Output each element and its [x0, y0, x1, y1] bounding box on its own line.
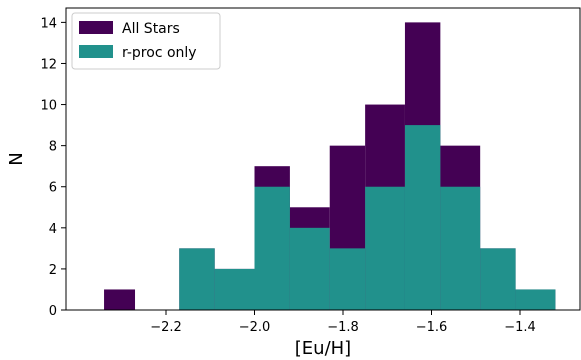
legend: All Stars r-proc only	[71, 12, 221, 70]
y-axis-ticks: 0 2 4 6 8 10 12 14	[40, 16, 66, 319]
x-tick-label: −2.0	[239, 320, 271, 335]
bar-r-proc-only-6	[329, 248, 366, 310]
y-axis-title: N	[6, 152, 27, 165]
bar-r-proc-only-11	[515, 289, 556, 310]
y-tick-label: 0	[49, 304, 57, 319]
x-tick-label: −1.6	[416, 320, 448, 335]
y-tick-label: 10	[40, 99, 57, 114]
x-tick-label: −1.4	[504, 320, 536, 335]
x-tick-label: −1.8	[327, 320, 359, 335]
bar-r-proc-only-8	[404, 125, 441, 310]
y-tick-label: 14	[40, 16, 57, 31]
bars-layer	[104, 22, 556, 310]
legend-swatch-r-proc-only	[79, 45, 113, 58]
y-tick-label: 6	[49, 181, 57, 196]
bar-all-stars-0	[104, 289, 136, 310]
bar-r-proc-only-7	[365, 186, 405, 310]
y-tick-label: 8	[49, 140, 57, 155]
y-tick-label: 4	[49, 222, 57, 237]
bar-r-proc-only-4	[254, 186, 290, 310]
x-tick-label: −2.2	[150, 320, 182, 335]
bar-r-proc-only-10	[480, 248, 516, 310]
x-axis-title: [Eu/H]	[295, 338, 351, 359]
x-axis-ticks: −2.2 −2.0 −1.8 −1.6 −1.4	[150, 310, 536, 335]
legend-label-r-proc-only: r-proc only	[122, 45, 197, 61]
plot-frame	[65, 7, 581, 311]
y-tick-label: 2	[49, 263, 57, 278]
legend-label-all-stars: All Stars	[122, 21, 180, 37]
y-tick-label: 12	[40, 57, 57, 72]
bar-r-proc-only-2	[179, 248, 215, 310]
legend-swatch-all-stars	[79, 21, 113, 34]
bar-r-proc-only-3	[214, 268, 255, 310]
bar-r-proc-only-5	[289, 227, 330, 310]
bar-r-proc-only-9	[440, 186, 481, 310]
